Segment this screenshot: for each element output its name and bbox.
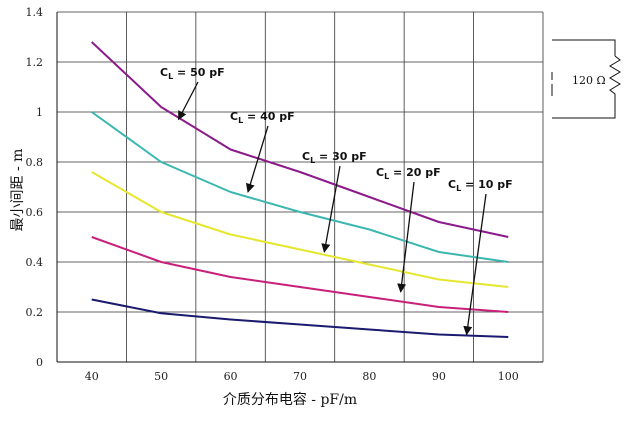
annotation-arrow xyxy=(463,193,487,336)
annotation-arrow xyxy=(245,125,269,193)
series-annotation: CL = 40 pF xyxy=(230,110,295,125)
x-tick-label: 60 xyxy=(224,370,238,383)
annotations: CL = 50 pF CL = 40 pF CL = 30 pF CL = 20 pF… xyxy=(160,66,513,336)
termination-circuit-diagram: 120 Ω xyxy=(551,39,621,119)
axes xyxy=(56,12,543,363)
x-tick-label: 100 xyxy=(498,370,519,383)
y-axis-title: 最小间距 - m xyxy=(10,149,26,232)
y-tick-label: 0.2 xyxy=(26,306,44,319)
x-tick-label: 80 xyxy=(362,370,376,383)
grid xyxy=(56,11,544,363)
series-line xyxy=(91,41,509,238)
x-tick-label: 70 xyxy=(293,370,307,383)
y-tick-label: 1.4 xyxy=(26,6,44,19)
y-tick-label: 0.8 xyxy=(26,156,44,169)
x-tick-label: 50 xyxy=(154,370,168,383)
y-tick-label: 0.4 xyxy=(26,256,44,269)
series-annotation: CL = 30 pF xyxy=(302,150,367,165)
resistor-icon xyxy=(552,55,621,119)
series-group xyxy=(91,41,509,338)
resistor-label: 120 Ω xyxy=(572,74,606,87)
series-line xyxy=(91,171,509,288)
x-tick-label: 40 xyxy=(85,370,99,383)
x-tick-label: 90 xyxy=(432,370,446,383)
x-axis-title: 介质分布电容 - pF/m xyxy=(223,391,357,408)
series-line xyxy=(91,298,509,338)
series-line xyxy=(91,236,509,313)
series-annotation: CL = 20 pF xyxy=(376,166,441,181)
y-tick-label: 1.2 xyxy=(26,56,44,69)
series-annotation: CL = 50 pF xyxy=(160,66,225,81)
tick-labels: 0 0.2 0.4 0.6 0.8 1 1.2 1.4 40 50 60 70 80 90 100 xyxy=(26,6,519,383)
annotation-arrow xyxy=(177,81,199,121)
series-line xyxy=(91,111,509,263)
annotation-arrow xyxy=(397,181,415,293)
y-tick-label: 1 xyxy=(36,106,43,119)
y-tick-label: 0 xyxy=(36,356,43,369)
circuit-wire-top xyxy=(552,39,616,56)
series-annotation: CL = 10 pF xyxy=(448,178,513,193)
annotation-arrow xyxy=(321,165,341,253)
y-tick-label: 0.6 xyxy=(26,206,44,219)
